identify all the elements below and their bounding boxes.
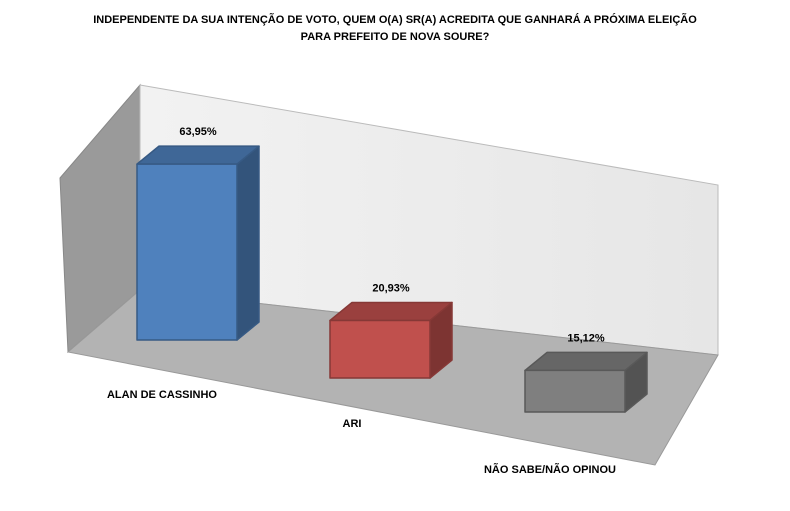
bar — [136, 145, 260, 341]
value-label: 20,93% — [372, 282, 410, 294]
chart-title: INDEPENDENTE DA SUA INTENÇÃO DE VOTO, QU… — [93, 13, 697, 26]
bar-side — [236, 145, 260, 341]
bar — [524, 351, 648, 413]
bar-top — [329, 301, 453, 322]
bar-top — [524, 351, 648, 372]
bar-front — [329, 319, 431, 379]
x-tick-label: NÃO SABE/NÃO OPINOU — [484, 463, 616, 476]
value-label: 15,12% — [567, 332, 605, 344]
x-tick-label: ARI — [343, 418, 362, 430]
bar — [329, 301, 453, 379]
x-tick-label: ALAN DE CASSINHO — [107, 389, 217, 401]
bar-top — [136, 145, 260, 165]
value-label: 63,95% — [179, 126, 217, 138]
chart-title: PARA PREFEITO DE NOVA SOURE? — [301, 31, 490, 43]
bar-front — [524, 369, 626, 413]
bar-front — [136, 163, 238, 341]
